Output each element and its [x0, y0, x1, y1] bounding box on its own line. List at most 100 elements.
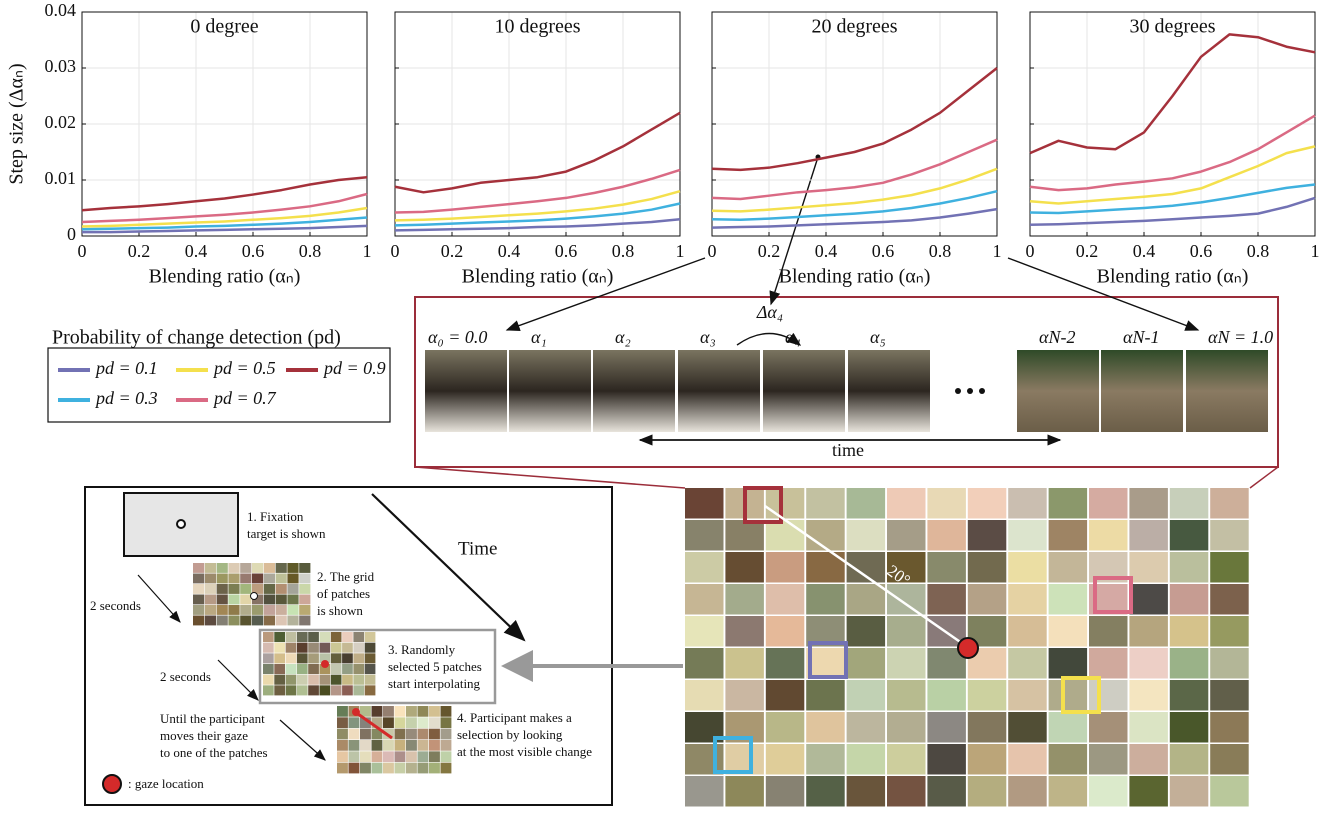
x-tick-label: 0.8: [929, 241, 952, 261]
mini-patch: [364, 685, 376, 696]
patch: [1210, 616, 1249, 647]
patch: [765, 520, 805, 551]
mini-patch: [383, 762, 394, 774]
x-tick-label: 0.6: [1190, 241, 1213, 261]
patch: [1210, 488, 1249, 519]
mini-patch: [228, 605, 240, 615]
mini-patch: [252, 594, 264, 605]
patch: [1089, 680, 1128, 711]
mini-patch: [371, 751, 383, 763]
mini-patch: [383, 751, 394, 763]
patch: [927, 744, 966, 775]
patch: [725, 680, 764, 711]
series-line: [81, 206, 368, 228]
patch: [1129, 520, 1168, 551]
mini-patch: [228, 573, 240, 584]
mini-patch: [308, 685, 319, 696]
mini-patch: [406, 751, 417, 763]
series-line: [81, 216, 368, 231]
patch: [1089, 744, 1128, 775]
mini-patch: [353, 674, 365, 685]
mini-patch: [252, 605, 264, 615]
mini-patch: [308, 674, 319, 685]
patch: [927, 776, 966, 807]
patch: [846, 488, 886, 519]
patch: [846, 744, 886, 775]
mini-patch: [353, 664, 365, 675]
mini-grids: [193, 563, 452, 774]
patch: [1169, 680, 1209, 711]
x-tick-label: 0: [391, 241, 400, 261]
patch: [685, 776, 724, 807]
patch: [1169, 520, 1209, 551]
legend-label: pd = 0.7: [212, 388, 277, 408]
series-line: [1029, 33, 1316, 155]
patch: [765, 744, 805, 775]
mini-patch: [252, 573, 264, 584]
patch: [806, 776, 845, 807]
mini-patch: [193, 594, 205, 605]
x-tick-label: 1: [993, 241, 1002, 261]
series-line: [1029, 183, 1316, 215]
chart-title: 20 degrees: [811, 16, 897, 38]
mini-patch: [364, 632, 376, 643]
mini-patch: [342, 664, 353, 675]
ellipsis: [955, 388, 985, 394]
patch: [887, 680, 926, 711]
sequence-image: [1101, 350, 1183, 432]
mini-patch: [216, 563, 228, 573]
mini-patch: [371, 706, 383, 717]
patch: [725, 616, 764, 647]
mini-patch: [299, 573, 311, 584]
gaze-angle-line: [764, 504, 967, 648]
mini-patch: [296, 664, 308, 675]
axes-frame: [1029, 11, 1316, 237]
mini-patch: [275, 563, 287, 573]
mini-patch: [337, 762, 348, 774]
patch: [887, 712, 926, 743]
patch: [846, 680, 886, 711]
mini-patch: [240, 605, 252, 615]
patch: [1089, 712, 1128, 743]
patch: [1008, 776, 1047, 807]
mini-patch: [193, 584, 205, 594]
series-line: [394, 168, 681, 214]
mini-patch: [263, 594, 275, 605]
mini-patch: [308, 664, 319, 675]
sequence-label: α₃: [700, 327, 716, 347]
chart-title: 30 degrees: [1129, 16, 1215, 38]
mini-patch: [429, 728, 440, 740]
x-tick-label: 0.8: [612, 241, 635, 261]
patch: [1048, 520, 1088, 551]
mini-patch: [348, 751, 360, 763]
mini-patch: [371, 762, 383, 774]
mini-patch: [330, 642, 342, 653]
patch: [887, 488, 926, 519]
patch: [685, 648, 724, 679]
series-line: [711, 67, 998, 172]
mini-patch: [360, 762, 371, 774]
y-tick-label: 0.02: [45, 112, 77, 132]
mini-patch: [440, 762, 452, 774]
mini-patch: [228, 563, 240, 573]
sequence-image: [593, 350, 675, 432]
patch: [765, 584, 805, 615]
patch: [1210, 680, 1249, 711]
step-text: 4. Participant makes a: [457, 710, 572, 725]
mini-patch: [296, 642, 308, 653]
y-axis-label: Step size (Δαₙ): [6, 63, 28, 184]
x-tick-label: 0.8: [1247, 241, 1270, 261]
mini-patch: [342, 653, 353, 664]
until-text: moves their gaze: [160, 728, 248, 743]
patch: [1210, 552, 1249, 583]
mini-patch: [252, 563, 264, 573]
mini-patch: [417, 740, 429, 751]
mini-patch: [287, 584, 299, 594]
mini-patch: [319, 632, 331, 643]
mini-patch: [360, 717, 371, 729]
until-text: Until the participant: [160, 711, 265, 726]
mini-patch: [263, 653, 274, 664]
highlight-patch: [1093, 576, 1133, 614]
patch: [1169, 488, 1209, 519]
mini-patch: [228, 594, 240, 605]
